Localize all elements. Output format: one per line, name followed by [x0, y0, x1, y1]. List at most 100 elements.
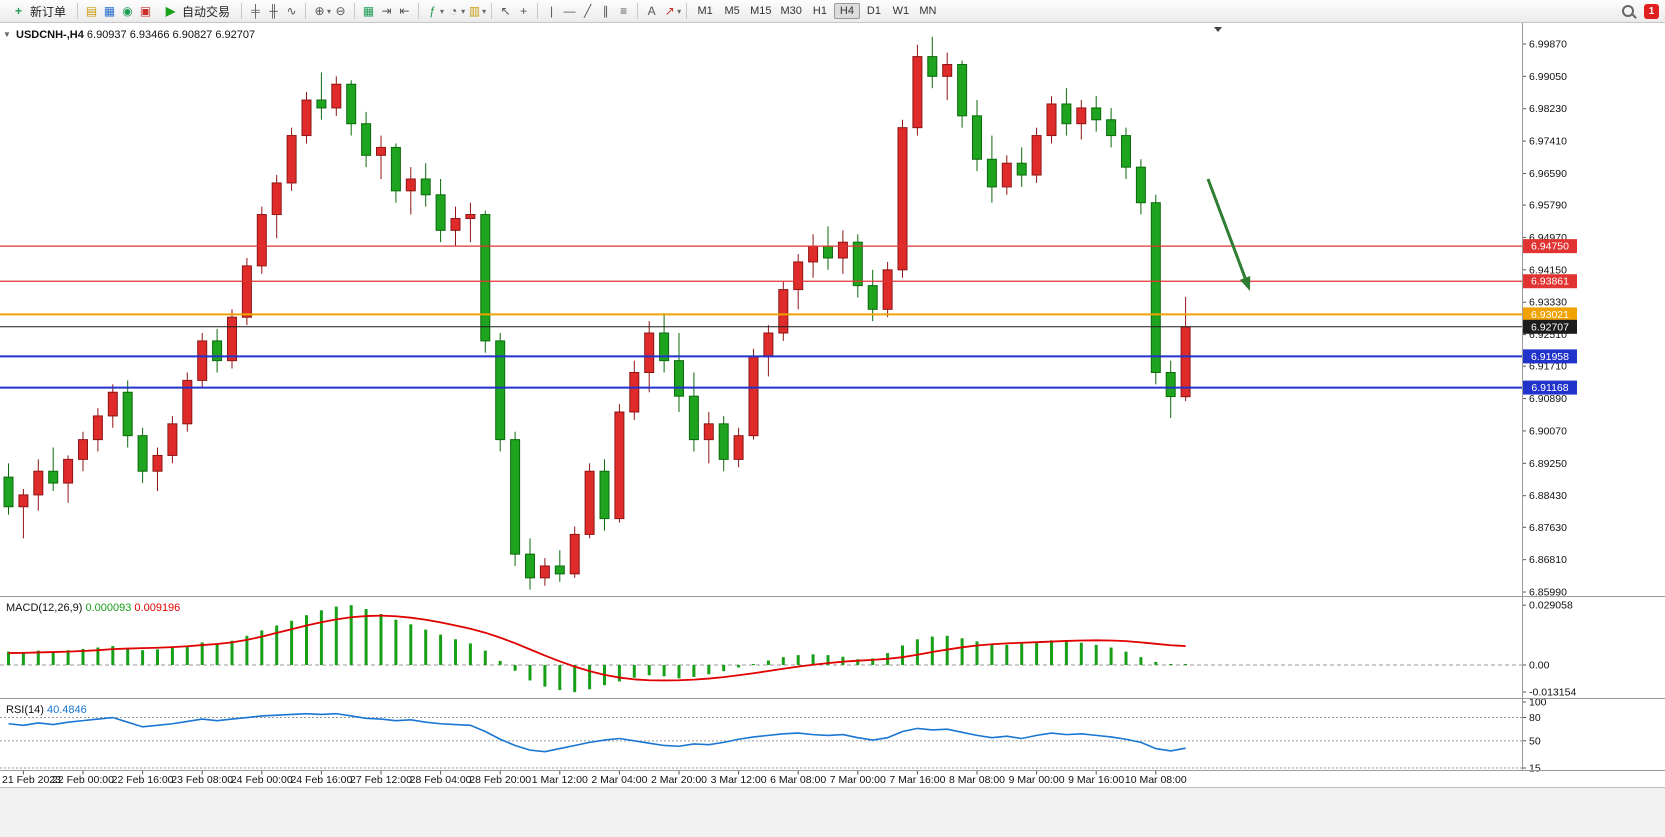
timeframe-m15[interactable]: M15 — [750, 5, 772, 17]
candle-body — [450, 217, 461, 231]
price-axis-label: 6.87630 — [1529, 522, 1567, 534]
navigator-icon[interactable]: ◉ — [122, 4, 133, 18]
toolbar-group-layout: ▦ ⇥ ⇤ — [360, 3, 413, 19]
timeframe-m30[interactable]: M30 — [780, 5, 802, 17]
candle-body — [331, 83, 342, 109]
timeframe-w1[interactable]: W1 — [892, 5, 910, 17]
auto-trading-button[interactable]: ▶ 自动交易 — [156, 1, 236, 21]
trend-arrow-annotation[interactable] — [1206, 178, 1249, 284]
timeframe-mn[interactable]: MN — [919, 5, 937, 17]
candle-body — [539, 565, 550, 579]
auto-trading-label: 自动交易 — [182, 4, 231, 19]
timeframe-h1[interactable]: H1 — [812, 5, 827, 17]
new-order-button[interactable]: + 新订单 — [4, 1, 72, 21]
candle-body — [748, 356, 759, 437]
time-axis-label: 22 Feb 16:00 — [112, 774, 174, 786]
candle-body — [271, 182, 282, 216]
candle-body — [78, 439, 88, 460]
macd-axis-label: 0.029058 — [1529, 600, 1573, 612]
timeframe-m5[interactable]: M5 — [724, 5, 740, 17]
candle-body — [63, 458, 74, 484]
candle-body — [927, 56, 938, 77]
price-axis-label: 6.91710 — [1529, 361, 1567, 373]
periods-dropdown-caret[interactable]: ▾ — [461, 6, 466, 16]
price-axis-label: 6.86810 — [1529, 554, 1567, 566]
candle-body — [882, 269, 893, 310]
candle-body — [644, 332, 655, 373]
tile-windows-icon[interactable]: ▦ — [362, 4, 375, 18]
timeframe-h4[interactable]: H4 — [833, 3, 860, 19]
equidistant-channel-icon[interactable]: ∥ — [602, 4, 609, 18]
toolbar-separator — [354, 3, 356, 19]
chart-shift-icon[interactable]: ⇤ — [399, 4, 410, 18]
price-tag-label: 6.91958 — [1531, 351, 1569, 363]
timeframe-m1[interactable]: M1 — [697, 5, 713, 17]
fibonacci-icon[interactable]: ≡ — [620, 4, 628, 18]
candle-body — [1076, 107, 1087, 125]
market-watch-icon[interactable]: ▤ — [85, 4, 98, 18]
trendline-icon[interactable]: ╱ — [583, 4, 592, 18]
candle-body — [92, 415, 103, 441]
timeframe-d1[interactable]: D1 — [866, 5, 881, 17]
vertical-line-icon[interactable]: | — [550, 4, 554, 18]
time-axis-label: 10 Mar 08:00 — [1125, 774, 1187, 786]
crosshair-icon[interactable]: + — [520, 4, 528, 18]
candle-body — [435, 194, 446, 231]
indicators-icon[interactable]: ƒ — [429, 4, 436, 18]
templates-dropdown-caret[interactable]: ▾ — [482, 6, 487, 16]
candle-body — [346, 83, 357, 125]
terminal-icon[interactable]: ▣ — [139, 4, 152, 18]
candle-body — [420, 178, 431, 196]
rsi-axis-label: 50 — [1529, 735, 1541, 747]
candle-body — [823, 245, 833, 259]
macd-axis-label: -0.013154 — [1529, 687, 1576, 699]
time-axis-label: 24 Feb 00:00 — [231, 774, 293, 786]
zoom-out-icon[interactable]: ⊖ — [335, 4, 346, 18]
indicators-dropdown-caret[interactable]: ▾ — [440, 6, 445, 16]
arrow-dropdown-caret[interactable]: ▾ — [677, 6, 682, 16]
candle-body — [33, 470, 44, 496]
price-tag-6.93021 — [1523, 307, 1577, 322]
candle-body — [137, 435, 148, 472]
candlestick-chart-icon[interactable]: ╫ — [269, 4, 278, 18]
candle-body — [316, 99, 327, 109]
chart-canvas[interactable]: 6.99870 6.99050 6.98230 6.97410 6.96590 6.957… — [0, 23, 1665, 787]
search-icon[interactable] — [1622, 5, 1634, 17]
macd-signal-line — [8, 614, 1186, 682]
time-axis-label: 24 Feb 16:00 — [290, 774, 352, 786]
toolbar-separator — [305, 3, 307, 19]
candle-body — [495, 340, 506, 441]
chart-shift-marker[interactable] — [1214, 27, 1222, 32]
toolbar-group-indicators: ƒ ▾ ◔ ▾ ▥ ▾ — [424, 3, 486, 19]
auto-scroll-icon[interactable]: ⇥ — [381, 4, 392, 18]
macd-pane-title: MACD(12,26,9) 0.000093 0.009196 — [6, 602, 180, 614]
candle-body — [510, 439, 521, 555]
charts-icon[interactable]: ▦ — [103, 4, 116, 18]
candle-body — [1150, 202, 1161, 373]
zoom-in-icon[interactable]: ⊕ — [314, 4, 325, 18]
line-chart-icon[interactable]: ∿ — [286, 4, 297, 18]
toolbar-group-lines: | — ╱ ∥ ≡ — [543, 3, 632, 19]
cursor-icon[interactable]: ↖ — [500, 4, 511, 18]
bar-chart-icon[interactable]: ╪ — [251, 4, 260, 18]
candle-body — [1016, 162, 1027, 176]
horizontal-line-icon[interactable]: — — [563, 4, 576, 18]
arrow-icon[interactable]: ↗ — [664, 4, 675, 18]
periods-icon[interactable]: ◔ — [449, 4, 458, 18]
candle-body — [867, 285, 878, 310]
candle-body — [3, 476, 14, 508]
text-icon[interactable]: A — [647, 4, 656, 18]
toolbar-group-zoom: ⊕ ▾ ⊖ — [311, 3, 349, 19]
time-axis-label: 21 Feb 2023 — [2, 774, 61, 786]
candle-body — [554, 565, 565, 575]
templates-icon[interactable]: ▥ — [468, 4, 481, 18]
toolbar-group-objects: A ↗ ▾ — [643, 3, 682, 19]
candle-body — [674, 360, 684, 397]
price-axis-label: 6.90070 — [1529, 425, 1567, 437]
zoom-in-dropdown-caret[interactable]: ▾ — [327, 6, 332, 16]
candle-body — [972, 115, 982, 160]
one-click-trading-icon[interactable]: ▼ — [3, 30, 11, 39]
notification-badge[interactable]: 1 — [1644, 3, 1659, 19]
candle-body — [167, 423, 178, 456]
toolbar-separator — [637, 3, 639, 19]
